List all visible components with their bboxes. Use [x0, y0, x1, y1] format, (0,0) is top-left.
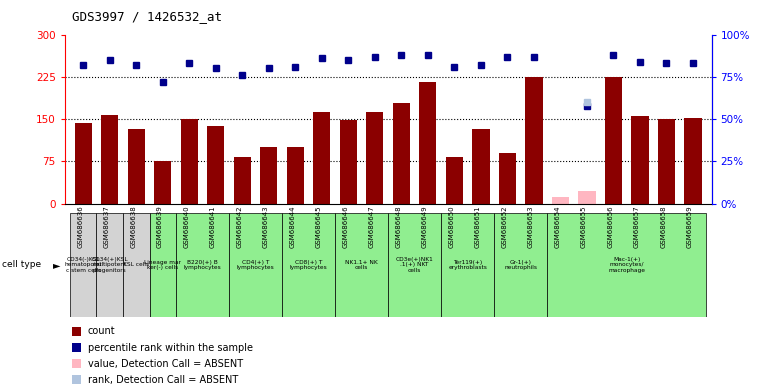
Bar — [149, 213, 176, 317]
Bar — [525, 77, 543, 204]
Text: Gr-1(+)
neutrophils: Gr-1(+) neutrophils — [504, 260, 537, 270]
Text: B220(+) B
lymphocytes: B220(+) B lymphocytes — [183, 260, 221, 270]
Bar — [552, 197, 569, 204]
Text: GSM686643: GSM686643 — [263, 205, 269, 248]
Bar — [578, 191, 596, 204]
Bar — [339, 120, 357, 204]
Bar — [287, 147, 304, 204]
Text: GSM686650: GSM686650 — [448, 205, 454, 248]
Bar — [419, 83, 437, 204]
Text: NK1.1+ NK
cells: NK1.1+ NK cells — [345, 260, 378, 270]
Text: GSM686639: GSM686639 — [157, 205, 163, 248]
Text: GSM686656: GSM686656 — [607, 205, 613, 248]
Text: GSM686638: GSM686638 — [130, 205, 136, 248]
Text: GSM686641: GSM686641 — [210, 205, 216, 248]
Bar — [446, 157, 463, 204]
Bar — [498, 153, 516, 204]
Bar — [97, 213, 123, 317]
Bar — [494, 213, 547, 317]
Text: GSM686636: GSM686636 — [78, 205, 83, 248]
Bar — [282, 213, 335, 317]
Text: GSM686658: GSM686658 — [661, 205, 667, 248]
Text: GSM686644: GSM686644 — [289, 205, 295, 248]
Text: GSM686657: GSM686657 — [634, 205, 640, 248]
Text: GSM686637: GSM686637 — [103, 205, 110, 248]
Bar — [605, 77, 622, 204]
Bar — [441, 213, 494, 317]
Text: GSM686645: GSM686645 — [316, 205, 322, 248]
Text: percentile rank within the sample: percentile rank within the sample — [88, 343, 253, 353]
Bar — [234, 157, 251, 204]
Bar — [393, 103, 410, 204]
Text: CD8(+) T
lymphocytes: CD8(+) T lymphocytes — [290, 260, 327, 270]
Bar — [229, 213, 282, 317]
Bar — [366, 112, 384, 204]
Bar — [123, 213, 149, 317]
Text: CD4(+) T
lymphocytes: CD4(+) T lymphocytes — [237, 260, 275, 270]
Bar — [388, 213, 441, 317]
Text: GSM686647: GSM686647 — [369, 205, 375, 248]
Text: Lineage mar
ker(-) cells: Lineage mar ker(-) cells — [145, 260, 181, 270]
Text: count: count — [88, 326, 115, 336]
Text: GSM686642: GSM686642 — [237, 205, 242, 248]
Text: CD34(+)KSL
multipotent
progenitors: CD34(+)KSL multipotent progenitors — [91, 257, 128, 273]
Text: GSM686659: GSM686659 — [687, 205, 693, 248]
Text: KSL cells: KSL cells — [123, 262, 149, 268]
Bar — [632, 116, 648, 204]
Bar — [75, 123, 92, 204]
Bar — [335, 213, 388, 317]
Text: GSM686655: GSM686655 — [581, 205, 587, 248]
Bar — [128, 129, 145, 204]
Text: rank, Detection Call = ABSENT: rank, Detection Call = ABSENT — [88, 375, 237, 384]
Text: CD34(-)KSL
hematopoiet
c stem cells: CD34(-)KSL hematopoiet c stem cells — [65, 257, 102, 273]
Text: GSM686651: GSM686651 — [475, 205, 481, 248]
Bar — [207, 126, 224, 204]
Bar — [547, 213, 706, 317]
Bar — [154, 161, 171, 204]
Text: cell type: cell type — [2, 260, 40, 270]
Text: value, Detection Call = ABSENT: value, Detection Call = ABSENT — [88, 359, 243, 369]
Bar — [101, 115, 119, 204]
Text: Ter119(+)
erythroblasts: Ter119(+) erythroblasts — [448, 260, 487, 270]
Text: GSM686646: GSM686646 — [342, 205, 349, 248]
Bar — [473, 129, 489, 204]
Text: GDS3997 / 1426532_at: GDS3997 / 1426532_at — [72, 10, 222, 23]
Text: Mac-1(+)
monocytes/
macrophage: Mac-1(+) monocytes/ macrophage — [608, 257, 645, 273]
Text: GSM686640: GSM686640 — [183, 205, 189, 248]
Text: GSM686654: GSM686654 — [555, 205, 560, 248]
Bar — [658, 119, 675, 204]
Bar — [314, 112, 330, 204]
Bar — [70, 213, 97, 317]
Bar — [180, 119, 198, 204]
Text: GSM686649: GSM686649 — [422, 205, 428, 248]
Text: GSM686648: GSM686648 — [396, 205, 401, 248]
Bar — [176, 213, 229, 317]
Bar — [684, 118, 702, 204]
Bar — [260, 147, 278, 204]
Text: GSM686652: GSM686652 — [501, 205, 508, 248]
Text: ►: ► — [53, 260, 61, 270]
Text: GSM686653: GSM686653 — [528, 205, 534, 248]
Text: CD3e(+)NK1
.1(+) NKT
cells: CD3e(+)NK1 .1(+) NKT cells — [396, 257, 434, 273]
